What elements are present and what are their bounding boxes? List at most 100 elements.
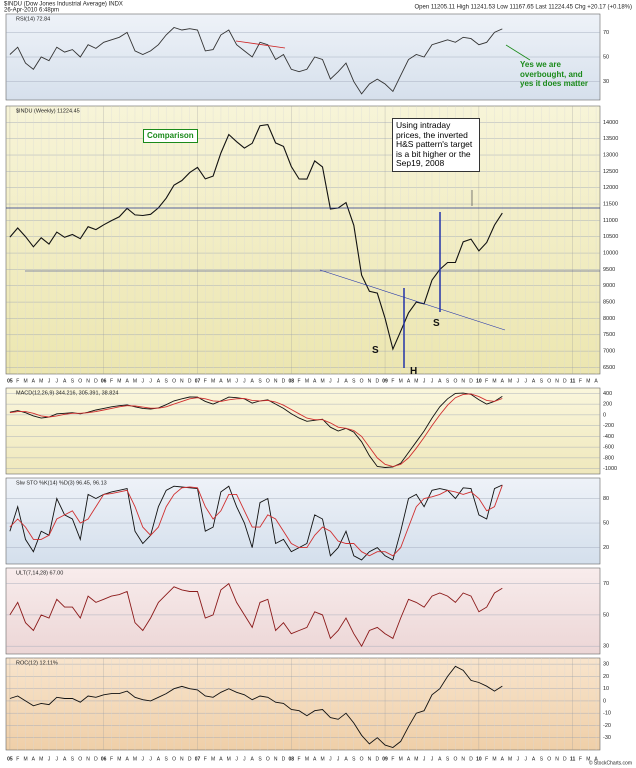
panel xyxy=(5,105,601,375)
annotation: Using intraday prices, the inverted H&S … xyxy=(392,118,480,172)
panel xyxy=(5,477,601,565)
y-tick-label: 8000 xyxy=(603,316,615,322)
x-tick-label: A xyxy=(532,756,536,762)
data-line xyxy=(9,26,503,95)
panel-title: Slw STO %K(14) %D(3) 96.45, 96.13 xyxy=(16,480,107,486)
x-tick-label: A xyxy=(313,378,317,384)
x-tick-label: A xyxy=(219,378,223,384)
y-tick-label: 200 xyxy=(603,402,612,408)
x-tick-label: 10 xyxy=(476,756,482,762)
x-tick-label: O xyxy=(172,378,176,384)
y-tick-label: 70 xyxy=(603,30,609,36)
y-tick-label: 10500 xyxy=(603,234,618,240)
annotation: Yes we are overbought, and yes it does m… xyxy=(520,60,589,88)
x-tick-label: D xyxy=(94,378,98,384)
x-tick-label: M xyxy=(586,756,590,762)
x-tick-label: J xyxy=(337,756,340,762)
x-tick-label: M xyxy=(227,756,231,762)
x-tick-label: M xyxy=(39,378,43,384)
x-tick-label: 05 xyxy=(7,378,13,384)
x-tick-label: M xyxy=(508,378,512,384)
x-tick-label: J xyxy=(525,756,528,762)
panel-title: MACD(12,26,9) 344.216, 305.391, 38.824 xyxy=(16,390,118,396)
pattern-label: H xyxy=(410,366,418,377)
x-tick-label: A xyxy=(344,378,348,384)
x-tick-label: A xyxy=(501,756,505,762)
x-tick-label: M xyxy=(508,756,512,762)
y-tick-label: 8500 xyxy=(603,300,615,306)
panel-title: RSI(14) 72.84 xyxy=(16,16,50,22)
x-tick-label: A xyxy=(125,378,129,384)
x-tick-label: A xyxy=(594,756,598,762)
data-line xyxy=(9,485,503,557)
x-tick-label: A xyxy=(438,756,442,762)
y-tick-label: 30 xyxy=(603,79,609,85)
x-tick-label: O xyxy=(547,378,551,384)
y-tick-label: 12000 xyxy=(603,185,618,191)
x-tick-label: 07 xyxy=(195,378,201,384)
y-tick-label: -600 xyxy=(603,445,614,451)
x-tick-label: D xyxy=(282,756,286,762)
x-tick-label: J xyxy=(48,756,51,762)
y-tick-label: 11500 xyxy=(603,202,618,208)
x-tick-label: 09 xyxy=(382,756,388,762)
x-tick-label: N xyxy=(274,378,278,384)
data-line xyxy=(9,582,503,648)
x-tick-label: F xyxy=(110,756,113,762)
x-tick-label: A xyxy=(251,756,255,762)
x-tick-label: F xyxy=(579,756,582,762)
x-tick-label: J xyxy=(431,378,434,384)
x-tick-label: J xyxy=(142,756,145,762)
data-line xyxy=(9,392,503,468)
x-tick-label: M xyxy=(414,756,418,762)
x-tick-label: M xyxy=(305,756,309,762)
y-tick-label: 9000 xyxy=(603,283,615,289)
panel xyxy=(5,387,601,475)
x-tick-label: F xyxy=(16,756,19,762)
panel-title: ULT(7,14,28) 67.00 xyxy=(16,570,63,576)
data-line xyxy=(9,123,503,351)
x-tick-label: A xyxy=(501,378,505,384)
x-tick-label: F xyxy=(485,756,488,762)
x-tick-label: A xyxy=(63,378,67,384)
y-tick-label: 70 xyxy=(603,581,609,587)
x-tick-label: S xyxy=(352,756,356,762)
header-symbol: $INDU (Dow Jones Industrial Average) IND… xyxy=(4,2,123,8)
x-tick-label: 07 xyxy=(195,756,201,762)
y-tick-label: 0 xyxy=(603,412,606,418)
annotation: Comparison xyxy=(143,129,198,143)
y-tick-label: 11000 xyxy=(603,218,618,224)
x-tick-label: J xyxy=(56,756,59,762)
x-tick-label: 05 xyxy=(7,756,13,762)
data-line xyxy=(9,393,503,467)
x-tick-label: A xyxy=(407,378,411,384)
x-tick-label: F xyxy=(298,756,301,762)
x-tick-label: D xyxy=(469,378,473,384)
x-tick-label: D xyxy=(188,756,192,762)
x-tick-label: M xyxy=(39,756,43,762)
x-tick-label: M xyxy=(399,378,403,384)
y-tick-label: 0 xyxy=(603,698,606,704)
x-tick-label: M xyxy=(227,378,231,384)
x-tick-label: J xyxy=(243,756,246,762)
y-tick-label: 50 xyxy=(603,521,609,527)
x-tick-label: M xyxy=(586,378,590,384)
x-tick-label: 11 xyxy=(570,378,576,384)
x-tick-label: S xyxy=(165,378,169,384)
x-tick-label: D xyxy=(375,756,379,762)
x-tick-label: J xyxy=(243,378,246,384)
x-tick-label: J xyxy=(525,378,528,384)
x-tick-label: S xyxy=(540,378,544,384)
panel xyxy=(5,657,601,751)
x-tick-label: A xyxy=(63,756,67,762)
x-tick-label: N xyxy=(180,378,184,384)
x-tick-label: 06 xyxy=(101,378,107,384)
data-line xyxy=(9,484,503,561)
y-tick-label: 13000 xyxy=(603,152,618,158)
pattern-line xyxy=(319,269,506,331)
x-tick-label: S xyxy=(71,378,75,384)
x-tick-label: F xyxy=(204,378,207,384)
x-tick-label: J xyxy=(149,378,152,384)
x-tick-label: J xyxy=(149,756,152,762)
